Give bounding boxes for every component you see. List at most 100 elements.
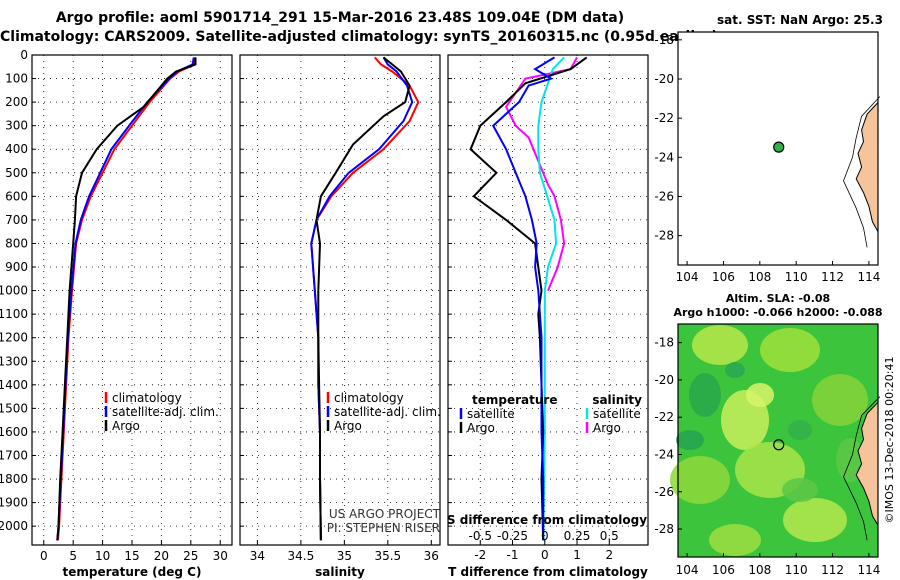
diff-t-tick-label: -1 — [507, 548, 519, 562]
depth-tick-label: 800 — [5, 236, 28, 250]
temp-xtick-label: 10 — [95, 549, 110, 563]
credit-project: US ARGO PROJECT — [329, 507, 441, 521]
diff-s-tick-label: 0.5 — [600, 529, 619, 543]
diff-legend-title-temp: temperature — [472, 393, 557, 407]
sst-map-argo-point — [773, 141, 785, 153]
title-line-2: Climatology: CARS2009. Satellite-adjuste… — [0, 29, 718, 45]
sst-map-xtick-label: 110 — [785, 270, 808, 284]
depth-tick-label: 700 — [5, 213, 28, 227]
depth-tick-label: 1900 — [0, 496, 28, 510]
sst-map-xtick-label: 114 — [857, 270, 880, 284]
sal-xtick-label: 35.5 — [374, 549, 401, 563]
sla-anomaly-patch — [676, 430, 704, 450]
sal-series-clim — [310, 56, 420, 541]
temp-legend-label: Argo — [112, 419, 140, 433]
diff-xlabel: T difference from climatology — [448, 565, 648, 579]
temp-xtick-label: 30 — [213, 549, 228, 563]
temp-legend-label: satellite-adj. clim. — [112, 405, 219, 419]
diff-legend-label: satellite — [593, 407, 641, 421]
sla-map-title: Altim. SLA: -0.08 — [726, 292, 830, 305]
sst-map-frame — [677, 31, 879, 266]
sla-map-ytick-label: -22 — [654, 410, 674, 424]
depth-tick-label: 600 — [5, 189, 28, 203]
sla-anomaly-patch — [760, 328, 820, 372]
diff-legend-title-sal: salinity — [592, 393, 642, 407]
sst-map-xtick-label: 108 — [748, 270, 771, 284]
sla-map-ytick-label: -28 — [654, 522, 674, 536]
depth-tick-label: 1300 — [0, 354, 28, 368]
sst-map-ytick-label: -24 — [654, 150, 674, 164]
sla-anomaly-patch — [746, 383, 774, 407]
sst-map-ytick-label: -22 — [654, 111, 674, 125]
sla-map-subtitle: Argo h1000: -0.066 h2000: -0.088 — [673, 306, 882, 319]
diff-legend-label: Argo — [593, 421, 621, 435]
diff-s-tick-label: 0.25 — [564, 529, 591, 543]
sal-series-argo — [315, 56, 411, 541]
footer-stamp: ©IMOS 13-Dec-2018 00:20:41 — [883, 357, 896, 524]
depth-tick-label: 1000 — [0, 284, 28, 298]
depth-tick-label: 200 — [5, 95, 28, 109]
temp-series-argo — [56, 57, 197, 541]
diff-t-tick-label: -2 — [474, 548, 486, 562]
temp-xtick-label: 5 — [69, 549, 77, 563]
depth-tick-label: 300 — [5, 119, 28, 133]
sst-map-title: sat. SST: NaN Argo: 25.3 — [717, 13, 883, 27]
diff-t-tick-label: 0 — [541, 548, 549, 562]
depth-tick-label: 2000 — [0, 519, 28, 533]
sla-anomaly-patch — [709, 524, 761, 556]
sla-map-ytick-label: -26 — [654, 485, 674, 499]
diff-plot-frame — [447, 54, 649, 546]
sla-map-xtick-label: 106 — [712, 563, 735, 577]
depth-tick-label: 0 — [20, 48, 28, 62]
diff-t-tick-label: 2 — [605, 548, 613, 562]
sal-legend-label: Argo — [334, 419, 362, 433]
depth-tick-label: 100 — [5, 72, 28, 86]
sal-plot-frame — [239, 54, 441, 546]
sla-anomaly-patch — [670, 456, 730, 504]
sla-anomaly-patch — [812, 374, 868, 426]
sla-anomaly-patch — [725, 362, 745, 378]
sla-map-ytick-label: -18 — [654, 336, 674, 350]
depth-tick-label: 1500 — [0, 401, 28, 415]
depth-tick-label: 1600 — [0, 425, 28, 439]
sla-anomaly-patch — [782, 478, 818, 502]
depth-tick-label: 1700 — [0, 448, 28, 462]
sal-xtick-label: 34 — [250, 549, 265, 563]
depth-tick-label: 500 — [5, 166, 28, 180]
diff-legend-label: Argo — [467, 421, 495, 435]
diff-s-axis-label: S difference from climatology — [447, 513, 647, 527]
sst-map-isobath — [843, 96, 881, 248]
diff-s-tick-label: -0.25 — [497, 529, 528, 543]
depth-tick-label: 1800 — [0, 472, 28, 486]
credit-pi: PI: STEPHEN RISER — [327, 521, 440, 535]
diff-t-tick-label: 1 — [573, 548, 581, 562]
sla-map-xtick-label: 112 — [821, 563, 844, 577]
sal-xlabel: salinity — [315, 565, 365, 579]
depth-tick-label: 1200 — [0, 331, 28, 345]
depth-tick-label: 900 — [5, 260, 28, 274]
diff-legend-label: satellite — [467, 407, 515, 421]
sal-xtick-label: 34.5 — [288, 549, 315, 563]
diff-s-tick-label: 0 — [541, 529, 549, 543]
sla-map-xtick-label: 114 — [857, 563, 880, 577]
diff-series-argo — [469, 56, 588, 541]
sst-map-land — [855, 101, 879, 234]
sla-map-xtick-label: 104 — [676, 563, 699, 577]
depth-tick-label: 1400 — [0, 378, 28, 392]
temp-series-sat — [56, 57, 195, 541]
sal-xtick-label: 35 — [337, 549, 352, 563]
temp-xtick-label: 20 — [154, 549, 169, 563]
sst-map-ytick-label: -28 — [654, 229, 674, 243]
sal-xtick-label: 36 — [424, 549, 439, 563]
sal-series-sat — [310, 56, 414, 541]
temp-xtick-label: 0 — [40, 549, 48, 563]
sla-map-xtick-label: 110 — [785, 563, 808, 577]
temp-xtick-label: 25 — [183, 549, 198, 563]
sla-map-land — [855, 401, 879, 528]
temp-xtick-label: 15 — [124, 549, 139, 563]
depth-tick-label: 1100 — [0, 307, 28, 321]
temp-xlabel: temperature (deg C) — [63, 565, 202, 579]
sst-map-xtick-label: 104 — [676, 270, 699, 284]
sla-map-ytick-label: -20 — [654, 373, 674, 387]
